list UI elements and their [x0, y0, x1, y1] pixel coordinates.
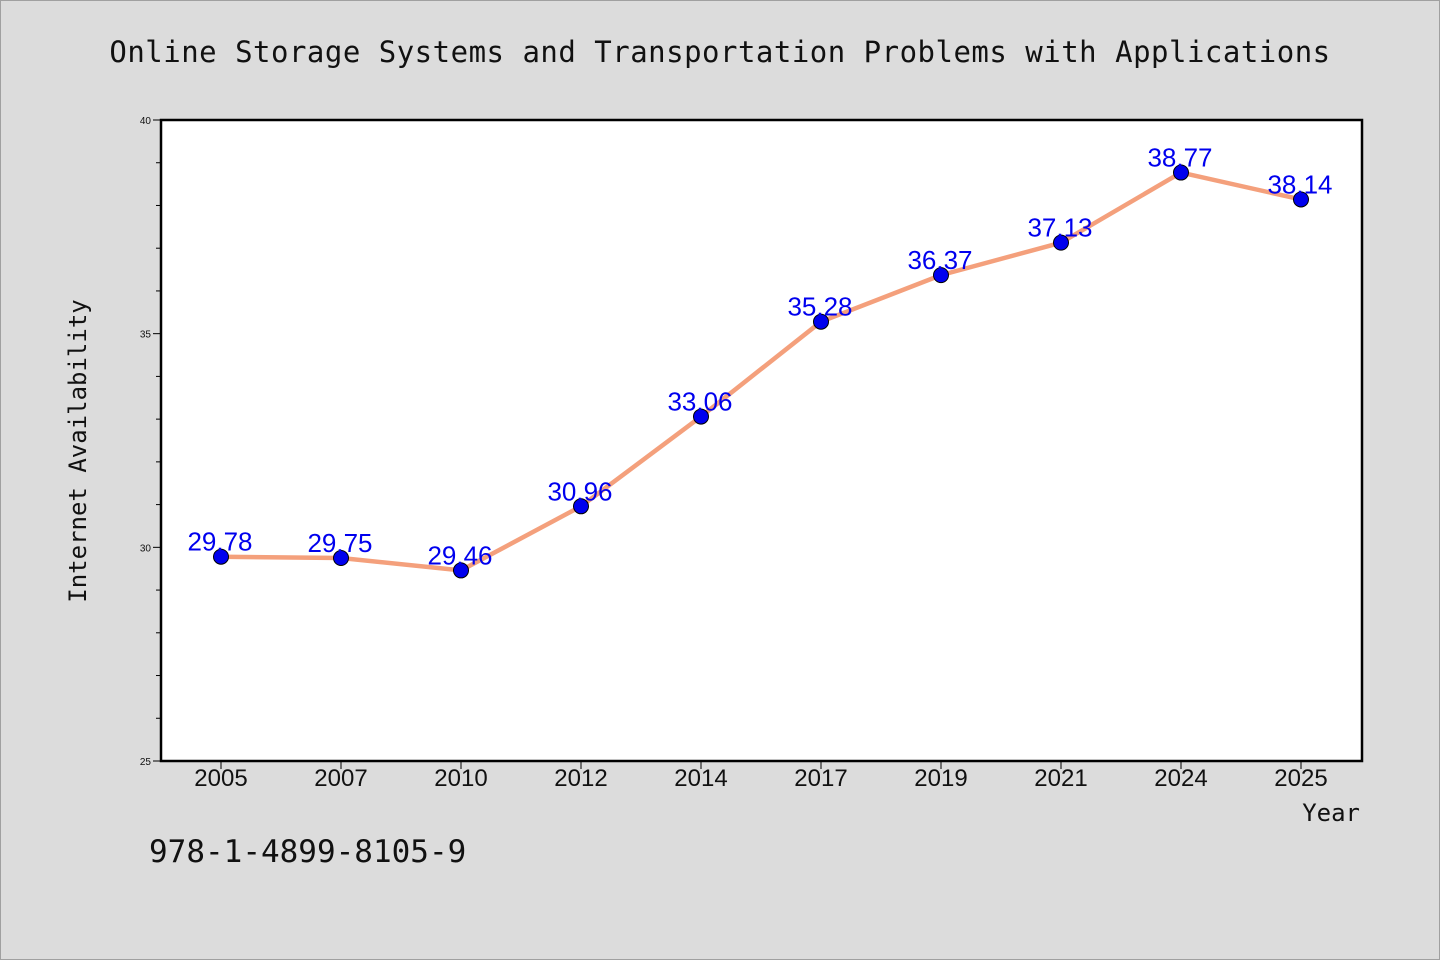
data-label: 38.77 [1147, 143, 1212, 173]
chart-title: Online Storage Systems and Transportatio… [109, 35, 1331, 69]
x-tick-label: 2007 [314, 765, 367, 792]
data-label: 29.75 [307, 528, 372, 558]
data-point [1053, 234, 1069, 251]
data-point [573, 498, 589, 515]
data-label: 38.14 [1267, 169, 1332, 199]
x-axis: 2005 2007 2010 2012 2014 2017 2019 2021 2024 2025 [194, 761, 1328, 792]
data-label: 35.28 [787, 292, 852, 322]
data-label: 33.06 [667, 387, 732, 417]
series-line-group [218, 170, 1304, 573]
x-tick-label: 2019 [914, 765, 967, 792]
isbn-text: 978-1-4899-8105-9 [149, 834, 467, 870]
data-point [453, 562, 469, 579]
x-tick-label: 2012 [554, 765, 607, 792]
data-point [213, 548, 229, 565]
plot-area [159, 118, 1364, 763]
data-point [1173, 164, 1189, 181]
y-tick-label: 40 [140, 116, 152, 127]
data-label: 37.13 [1027, 213, 1092, 243]
x-tick-label: 2014 [674, 765, 727, 792]
x-tick-label: 2024 [1154, 765, 1207, 792]
data-point [813, 313, 829, 330]
data-label: 29.46 [427, 540, 492, 570]
data-point [333, 550, 349, 567]
y-axis-label: Internet Availability [64, 299, 92, 602]
x-tick-label: 2005 [194, 765, 247, 792]
x-axis-label: Year [1302, 799, 1360, 827]
data-label-group: 29.78 29.75 29.46 30.96 33.06 35.28 36.37 37.13… [187, 143, 1332, 571]
data-point [933, 267, 949, 284]
y-tick-label: 25 [140, 757, 152, 768]
x-tick-label: 2010 [434, 765, 487, 792]
x-tick-label: 2017 [794, 765, 847, 792]
marker-group [213, 164, 1309, 579]
data-label: 29.78 [187, 527, 252, 557]
data-label: 30.96 [547, 476, 612, 506]
y-tick-label: 30 [140, 543, 152, 554]
data-point [1293, 191, 1309, 208]
y-axis: 25 30 35 40 [140, 116, 161, 768]
data-label: 36.37 [907, 245, 972, 275]
x-tick-label: 2021 [1034, 765, 1087, 792]
y-tick-label: 35 [140, 330, 152, 341]
data-point [693, 408, 709, 425]
x-tick-label: 2025 [1274, 765, 1327, 792]
series-line [218, 170, 1304, 573]
